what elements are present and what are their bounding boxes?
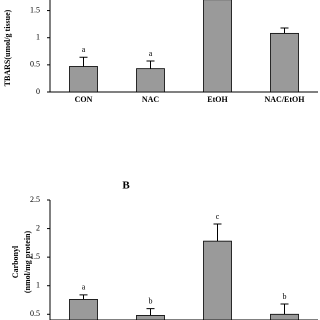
y-tick-label: 2 [36,223,40,232]
x-tick-label: CON [75,95,93,104]
bar [136,315,165,320]
y-tick-label: 0 [36,87,40,96]
bar [203,0,232,93]
significance-letter: a [82,45,86,54]
significance-letter: c [216,212,220,221]
x-tick-label: NAC/EtOH [265,95,306,104]
bar [69,66,98,93]
error-bar [280,303,289,315]
y-tick-label: 1.5 [30,5,40,14]
bar [136,68,165,93]
y-axis-label: Carbonyl [11,245,20,278]
x-tick-label: NAC [142,95,160,104]
error-bar [79,294,88,300]
bar [270,313,299,320]
bar [203,240,232,320]
y-tick-label: 2.5 [30,195,40,204]
significance-letter: a [82,283,86,292]
x-tick-label: EtOH [207,95,228,104]
error-bar [146,60,155,69]
error-bar [79,56,88,67]
y-tick-label: 1.5 [30,252,40,261]
panel-label: B [122,180,130,192]
significance-letter: a [149,49,153,58]
y-tick-label: 1 [36,281,40,290]
y-axis-label: TBARS(umol/g tissue) [3,9,12,86]
y-tick-label: 0.5 [30,309,40,318]
significance-letter: b [149,296,153,305]
significance-letter: b [283,292,287,301]
error-bar [146,308,155,316]
y-tick-label: 1 [36,33,40,42]
error-bar [213,223,222,242]
bar [69,299,98,320]
y-axis-label: (nmol/mg protein) [23,231,32,294]
y-tick-label: 0.5 [30,60,40,69]
bar [270,32,299,93]
error-bar [280,27,289,34]
